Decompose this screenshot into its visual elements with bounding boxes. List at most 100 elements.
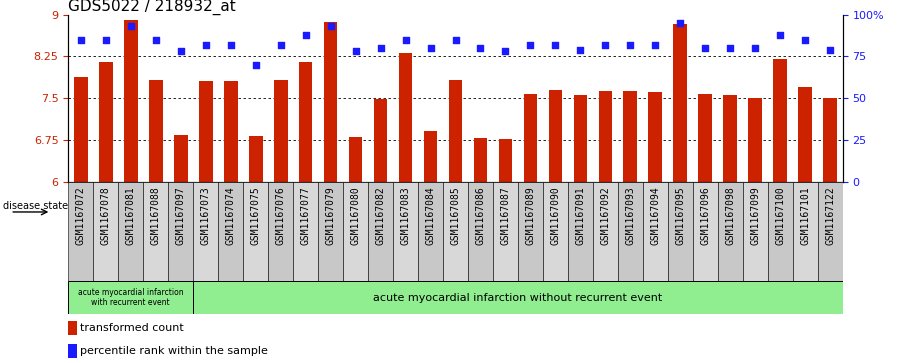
Point	[298, 32, 312, 37]
Bar	[349, 137, 363, 182]
Bar	[468, 182, 493, 281]
Text: GSM1167093: GSM1167093	[625, 187, 635, 245]
Point	[823, 47, 837, 53]
Bar	[493, 182, 518, 281]
Bar	[748, 98, 763, 182]
Bar	[68, 321, 77, 335]
Text: GSM1167085: GSM1167085	[451, 187, 460, 245]
Text: GSM1167089: GSM1167089	[526, 187, 536, 245]
Bar	[768, 182, 793, 281]
Bar	[649, 93, 662, 182]
Point	[773, 32, 787, 37]
Text: GSM1167088: GSM1167088	[150, 187, 160, 245]
Text: GSM1167074: GSM1167074	[226, 187, 236, 245]
Text: GSM1167094: GSM1167094	[650, 187, 660, 245]
Bar	[274, 80, 288, 182]
Bar	[293, 182, 318, 281]
Text: GSM1167097: GSM1167097	[176, 187, 186, 245]
Text: GSM1167072: GSM1167072	[76, 187, 86, 245]
Text: GSM1167079: GSM1167079	[325, 187, 335, 245]
Bar	[718, 182, 742, 281]
Bar	[249, 136, 262, 182]
Text: GSM1167098: GSM1167098	[725, 187, 735, 245]
Point	[424, 45, 438, 51]
Point	[548, 42, 563, 48]
Text: percentile rank within the sample: percentile rank within the sample	[80, 346, 268, 356]
Bar	[574, 95, 588, 182]
Bar	[474, 138, 487, 182]
Bar	[418, 182, 443, 281]
Point	[173, 48, 188, 54]
Point	[323, 23, 338, 29]
Bar	[798, 87, 812, 182]
Bar	[169, 182, 193, 281]
Text: GSM1167122: GSM1167122	[825, 187, 835, 245]
Point	[223, 42, 238, 48]
Text: transformed count: transformed count	[80, 323, 184, 333]
Point	[523, 42, 537, 48]
Text: acute myocardial infarction without recurrent event: acute myocardial infarction without recu…	[374, 293, 662, 303]
Point	[124, 23, 138, 29]
Text: GSM1167078: GSM1167078	[101, 187, 111, 245]
Text: GSM1167091: GSM1167091	[576, 187, 586, 245]
Bar	[268, 182, 293, 281]
Bar	[74, 77, 87, 182]
Text: GDS5022 / 218932_at: GDS5022 / 218932_at	[68, 0, 236, 15]
Bar	[143, 182, 169, 281]
Point	[448, 37, 463, 42]
Point	[698, 45, 712, 51]
Bar	[124, 20, 138, 182]
Bar	[818, 182, 843, 281]
Bar	[343, 182, 368, 281]
Bar	[219, 182, 243, 281]
Bar	[524, 94, 537, 182]
Bar	[723, 95, 737, 182]
Bar	[548, 90, 562, 182]
Point	[498, 48, 513, 54]
Bar	[568, 182, 593, 281]
Point	[748, 45, 763, 51]
Bar	[673, 24, 687, 182]
Point	[623, 42, 638, 48]
Bar	[199, 81, 212, 182]
Text: GSM1167099: GSM1167099	[751, 187, 761, 245]
Bar	[118, 182, 143, 281]
Text: GSM1167092: GSM1167092	[600, 187, 610, 245]
Text: GSM1167075: GSM1167075	[251, 187, 261, 245]
Text: GSM1167082: GSM1167082	[375, 187, 385, 245]
Bar	[323, 22, 337, 182]
Bar	[243, 182, 268, 281]
Bar	[623, 91, 637, 182]
Point	[374, 45, 388, 51]
Text: GSM1167096: GSM1167096	[701, 187, 711, 245]
Bar	[824, 98, 837, 182]
Bar	[593, 182, 618, 281]
Point	[74, 37, 88, 42]
Bar	[193, 281, 843, 314]
Bar	[68, 281, 193, 314]
Point	[599, 42, 613, 48]
Bar	[424, 131, 437, 182]
Text: GSM1167101: GSM1167101	[800, 187, 810, 245]
Bar	[443, 182, 468, 281]
Text: GSM1167080: GSM1167080	[351, 187, 361, 245]
Bar	[68, 344, 77, 358]
Text: disease state: disease state	[4, 201, 68, 211]
Text: GSM1167095: GSM1167095	[675, 187, 685, 245]
Text: GSM1167081: GSM1167081	[126, 187, 136, 245]
Text: acute myocardial infarction
with recurrent event: acute myocardial infarction with recurre…	[78, 288, 184, 307]
Bar	[742, 182, 768, 281]
Point	[673, 20, 688, 26]
Bar	[399, 53, 413, 181]
Bar	[599, 91, 612, 182]
Point	[473, 45, 487, 51]
Bar	[773, 59, 787, 182]
Point	[398, 37, 413, 42]
Bar	[448, 79, 463, 182]
Bar	[299, 62, 312, 182]
Point	[148, 37, 163, 42]
Bar	[68, 182, 93, 281]
Point	[723, 45, 738, 51]
Point	[273, 42, 288, 48]
Bar	[374, 99, 387, 182]
